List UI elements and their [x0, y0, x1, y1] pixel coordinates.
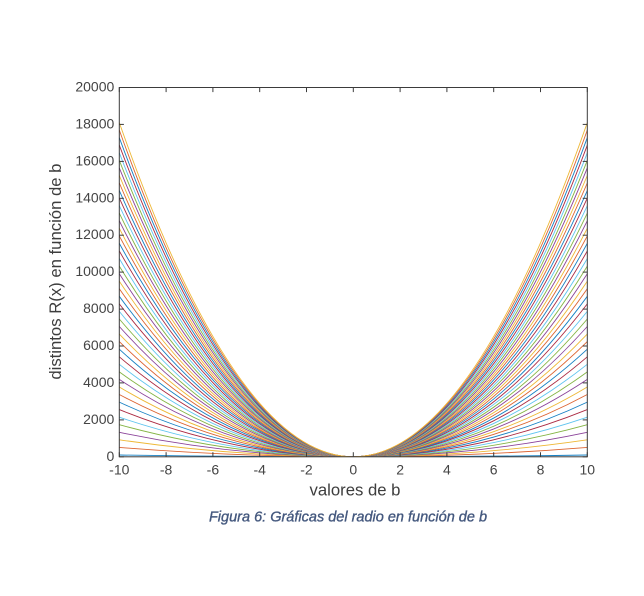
svg-text:12000: 12000	[75, 226, 114, 242]
svg-text:6000: 6000	[83, 337, 114, 353]
svg-text:10: 10	[580, 462, 596, 478]
svg-text:4: 4	[443, 462, 451, 478]
svg-text:14000: 14000	[75, 189, 114, 205]
svg-text:8000: 8000	[83, 300, 114, 316]
svg-text:Figura 6: Gráficas del radio e: Figura 6: Gráficas del radio en función …	[209, 510, 487, 526]
svg-text:distintos R(x) en función de b: distintos R(x) en función de b	[46, 164, 65, 380]
svg-text:4000: 4000	[83, 374, 114, 390]
svg-text:2000: 2000	[83, 411, 114, 427]
svg-text:18000: 18000	[75, 115, 114, 131]
svg-text:2: 2	[396, 462, 404, 478]
svg-text:0: 0	[107, 448, 115, 464]
svg-text:16000: 16000	[75, 152, 114, 168]
svg-text:-2: -2	[300, 462, 313, 478]
svg-text:valores de b: valores de b	[310, 480, 401, 499]
svg-text:-8: -8	[160, 462, 173, 478]
svg-text:20000: 20000	[75, 79, 114, 95]
svg-text:10000: 10000	[75, 263, 114, 279]
svg-text:8: 8	[537, 462, 545, 478]
svg-text:0: 0	[349, 462, 357, 478]
svg-text:-4: -4	[253, 462, 266, 478]
svg-text:-10: -10	[109, 462, 129, 478]
svg-text:6: 6	[490, 462, 498, 478]
svg-text:-6: -6	[207, 462, 220, 478]
